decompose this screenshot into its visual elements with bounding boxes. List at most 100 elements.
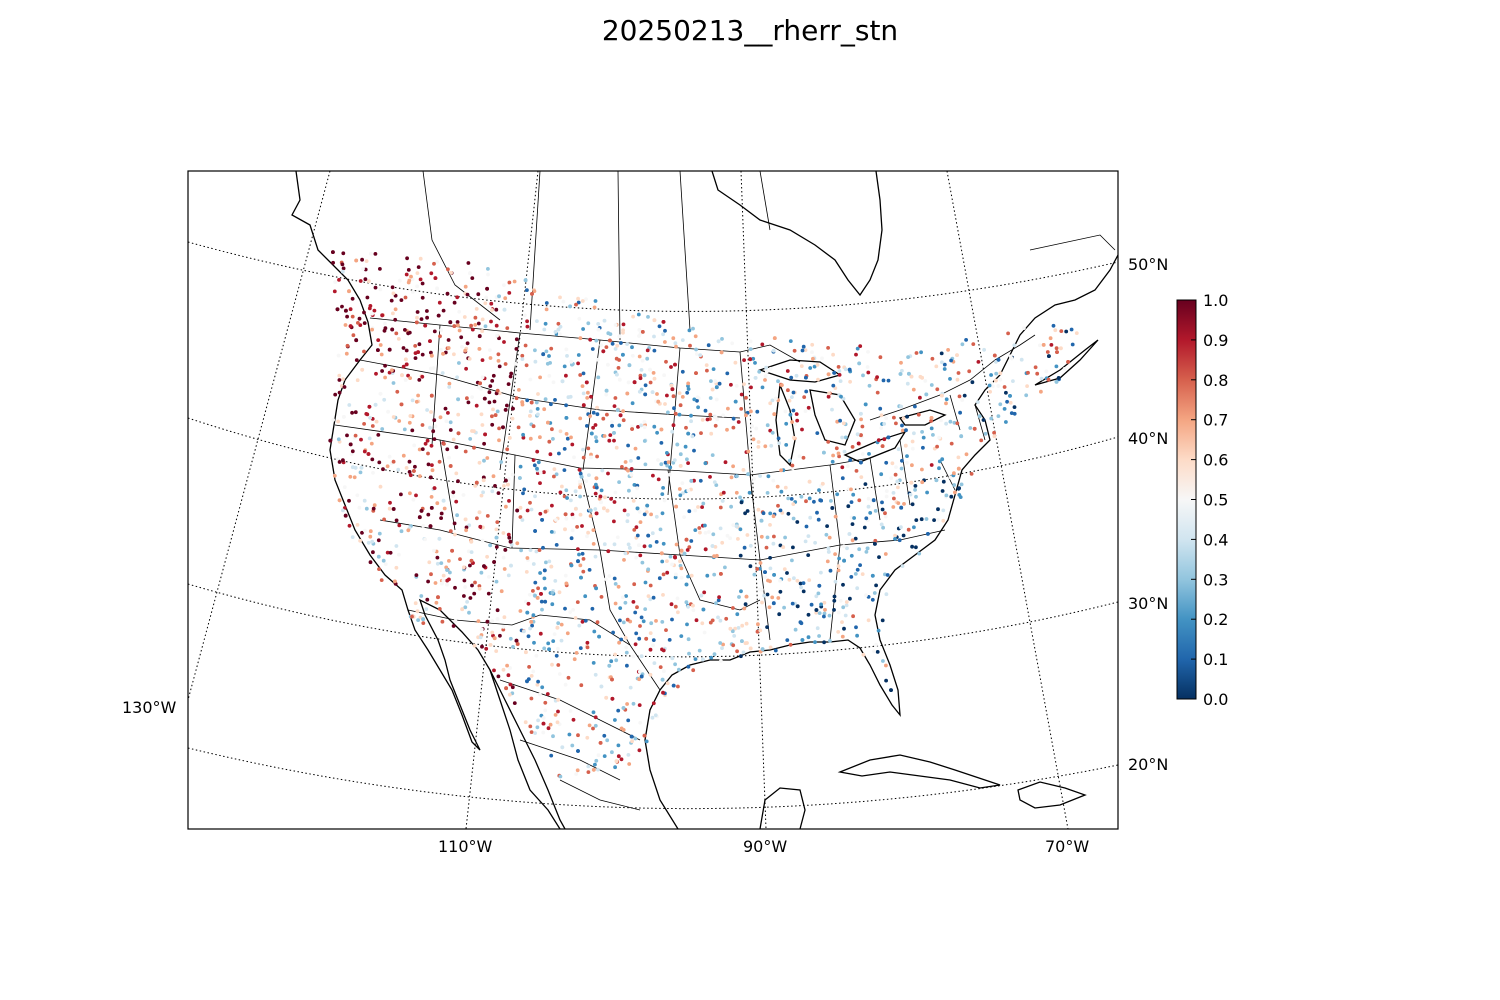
station-point <box>758 566 762 571</box>
station-point <box>761 511 766 516</box>
station-point <box>577 467 582 472</box>
station-point <box>477 584 482 588</box>
station-point <box>651 595 656 600</box>
station-point <box>764 545 769 550</box>
station-point <box>635 486 640 491</box>
station-point <box>663 328 667 333</box>
station-point <box>591 542 596 546</box>
station-point <box>388 550 393 555</box>
station-point <box>350 314 355 319</box>
station-point <box>637 543 641 548</box>
station-point <box>819 602 823 607</box>
station-point <box>501 667 506 672</box>
station-point <box>543 397 548 402</box>
station-point <box>593 762 597 767</box>
station-point <box>496 359 501 363</box>
station-point <box>744 621 749 626</box>
station-point <box>784 421 789 426</box>
station-point <box>635 533 640 538</box>
station-point <box>705 573 710 578</box>
station-point <box>544 307 549 312</box>
station-point <box>364 259 369 263</box>
station-point <box>949 441 954 446</box>
station-point <box>403 378 408 382</box>
station-point <box>432 418 437 423</box>
station-point <box>441 573 446 578</box>
station-point <box>347 289 351 294</box>
station-point <box>920 375 924 380</box>
station-point <box>563 682 568 687</box>
station-point <box>879 472 884 477</box>
station-point <box>1047 354 1051 358</box>
station-point <box>816 591 821 596</box>
station-point <box>522 487 527 492</box>
station-point <box>856 441 861 446</box>
colorbar-tick-label: 0.4 <box>1203 530 1228 549</box>
station-point <box>712 652 717 657</box>
station-point <box>822 600 827 605</box>
station-point <box>905 454 909 458</box>
station-point <box>1041 343 1046 347</box>
station-point <box>536 392 540 396</box>
station-point <box>694 352 699 356</box>
station-point <box>556 646 560 651</box>
station-point <box>456 431 461 436</box>
station-point <box>868 511 873 515</box>
station-point <box>1004 420 1008 424</box>
station-point <box>896 501 901 505</box>
station-point <box>699 431 703 435</box>
station-point <box>456 397 460 402</box>
station-point <box>870 573 875 578</box>
station-point <box>451 494 456 498</box>
station-point <box>626 753 631 757</box>
station-point <box>649 512 653 517</box>
station-point <box>543 321 548 326</box>
station-point <box>850 522 855 526</box>
station-point <box>660 677 665 682</box>
station-point <box>541 721 546 726</box>
station-point <box>763 570 767 574</box>
station-point <box>492 668 496 673</box>
station-point <box>531 562 536 566</box>
station-point <box>348 307 353 312</box>
station-point <box>971 342 976 346</box>
station-point <box>549 564 554 569</box>
station-point <box>1074 331 1079 335</box>
station-point <box>445 578 450 583</box>
station-point <box>468 563 472 568</box>
station-point <box>479 412 484 417</box>
station-point <box>341 508 345 513</box>
station-point <box>491 407 495 412</box>
station-point <box>576 733 580 738</box>
station-point <box>604 345 609 349</box>
station-point <box>476 321 481 326</box>
station-point <box>884 416 889 421</box>
station-point <box>701 607 706 612</box>
station-point <box>686 381 691 386</box>
station-point <box>771 514 776 519</box>
station-point <box>588 514 593 518</box>
station-point <box>790 601 795 606</box>
station-point <box>503 408 508 412</box>
station-point <box>850 538 855 543</box>
station-point <box>941 479 946 484</box>
station-point <box>438 415 443 420</box>
station-point <box>865 546 870 551</box>
station-point <box>490 308 494 312</box>
station-point <box>545 356 549 361</box>
station-point <box>519 548 523 553</box>
station-point <box>891 505 896 509</box>
station-point <box>593 299 598 303</box>
station-point <box>748 564 753 569</box>
station-point <box>626 380 631 385</box>
station-point <box>771 541 776 546</box>
station-point <box>948 419 953 424</box>
station-point <box>470 583 474 588</box>
station-point <box>412 469 416 473</box>
station-point <box>417 515 422 520</box>
station-point <box>751 437 756 442</box>
station-point <box>645 356 650 361</box>
station-point <box>530 292 534 296</box>
station-point <box>360 530 364 535</box>
station-point <box>475 516 479 521</box>
